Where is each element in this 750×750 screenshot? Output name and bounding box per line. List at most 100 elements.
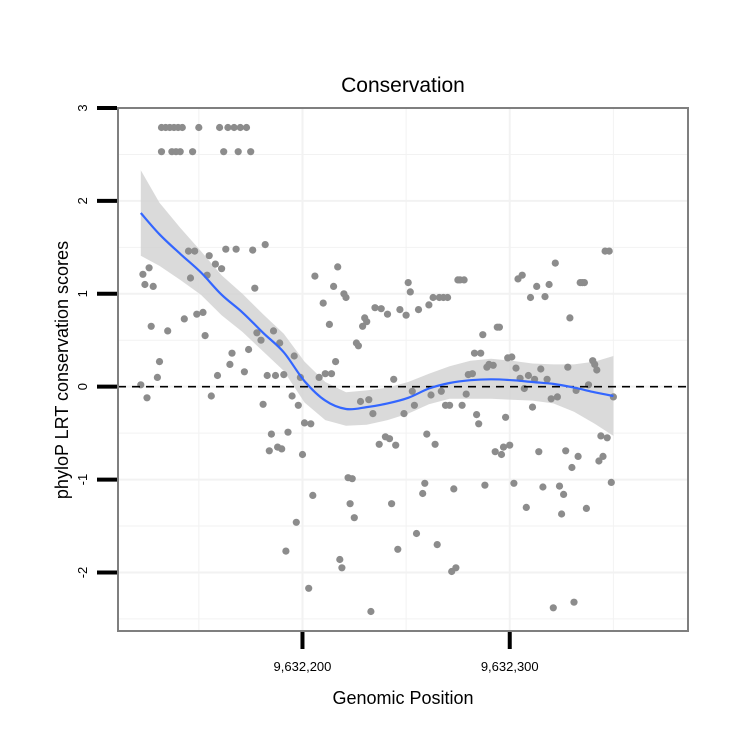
data-point — [325, 320, 333, 328]
data-point — [582, 504, 591, 512]
data-point — [245, 345, 253, 354]
data-point — [199, 308, 207, 316]
data-point — [263, 371, 271, 380]
x-tick-label: 9,632,300 — [481, 659, 539, 674]
data-point — [247, 148, 255, 156]
data-point — [259, 400, 267, 408]
data-point — [518, 271, 526, 279]
data-point — [506, 441, 514, 449]
data-point — [371, 304, 379, 312]
data-point — [147, 322, 155, 330]
data-point — [207, 392, 215, 400]
data-point — [230, 123, 238, 132]
data-point — [547, 395, 555, 403]
data-point — [551, 259, 559, 267]
data-point — [446, 401, 454, 409]
data-point — [228, 349, 236, 357]
data-point — [429, 293, 437, 302]
data-point — [157, 148, 166, 156]
data-point — [555, 482, 564, 490]
data-point — [388, 500, 396, 508]
data-point — [195, 123, 203, 132]
data-point — [400, 410, 408, 418]
data-point — [271, 371, 280, 380]
data-point — [141, 280, 149, 289]
data-point — [574, 452, 582, 460]
data-point — [249, 246, 257, 254]
data-point — [475, 420, 483, 428]
data-point — [605, 247, 613, 255]
data-point — [481, 481, 489, 489]
data-point — [433, 541, 441, 549]
smooth-fit-line — [139, 212, 614, 411]
data-point — [419, 489, 427, 498]
data-point — [269, 327, 278, 335]
data-point — [580, 279, 589, 287]
data-point — [153, 373, 161, 381]
data-point — [369, 410, 377, 418]
panel-border — [117, 107, 689, 632]
y-tick-label: 0 — [75, 383, 90, 390]
data-point — [176, 148, 184, 156]
data-point — [180, 315, 188, 323]
data-point — [473, 411, 481, 419]
data-point — [330, 282, 338, 290]
y-axis-label: phyloP LRT conservation scores — [52, 241, 72, 499]
data-point — [342, 293, 350, 302]
y-tick-label: 3 — [75, 104, 90, 111]
data-point — [437, 387, 445, 395]
data-point — [562, 447, 570, 455]
data-point — [427, 391, 435, 399]
data-point — [350, 514, 358, 522]
data-point — [394, 545, 402, 553]
data-point — [508, 353, 516, 361]
x-axis-label: Genomic Position — [332, 688, 473, 708]
data-point — [470, 349, 479, 357]
data-point — [421, 479, 429, 487]
data-point — [193, 310, 201, 318]
data-point — [545, 280, 553, 289]
data-point — [412, 529, 421, 538]
data-point — [336, 555, 344, 564]
data-point — [298, 450, 307, 459]
data-point — [242, 123, 251, 132]
data-point — [216, 123, 224, 132]
data-point — [450, 485, 458, 493]
data-point — [290, 352, 298, 360]
data-point — [566, 314, 574, 322]
data-point — [383, 310, 392, 318]
data-point — [431, 440, 439, 448]
data-point — [363, 318, 371, 326]
data-point — [321, 370, 329, 378]
data-point — [311, 272, 319, 280]
data-point — [367, 607, 375, 616]
data-point — [224, 123, 232, 132]
data-point — [236, 123, 244, 132]
data-point — [348, 475, 356, 483]
data-point — [477, 349, 485, 357]
data-point — [143, 394, 151, 402]
data-point — [425, 301, 433, 309]
data-point — [251, 284, 259, 292]
data-point — [356, 397, 365, 406]
data-point — [253, 329, 261, 337]
data-point — [234, 148, 242, 156]
data-point — [541, 293, 549, 301]
data-point — [593, 366, 601, 374]
data-point — [213, 371, 222, 380]
y-tick-label: -2 — [75, 567, 90, 579]
data-point — [570, 598, 578, 606]
data-point — [495, 323, 503, 331]
data-point — [396, 306, 404, 314]
data-point — [491, 448, 499, 456]
data-point — [359, 322, 367, 330]
data-point — [164, 327, 172, 335]
data-point — [564, 363, 572, 371]
data-point — [201, 332, 209, 340]
data-point — [468, 370, 476, 378]
data-point — [240, 368, 248, 376]
y-tick-label: -1 — [75, 474, 90, 486]
data-point — [502, 413, 510, 421]
data-point — [539, 483, 547, 491]
